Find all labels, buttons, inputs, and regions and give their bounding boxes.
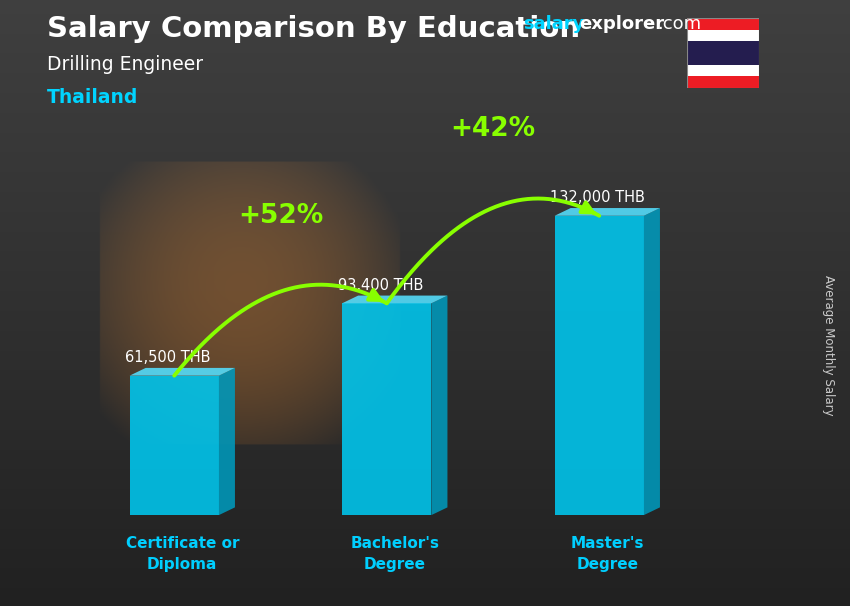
FancyBboxPatch shape xyxy=(129,376,218,515)
Text: 132,000 THB: 132,000 THB xyxy=(551,190,645,205)
Polygon shape xyxy=(342,296,447,304)
Polygon shape xyxy=(554,208,660,216)
Text: Salary Comparison By Education: Salary Comparison By Education xyxy=(47,15,580,43)
Text: salary: salary xyxy=(523,15,584,33)
Text: +52%: +52% xyxy=(238,204,323,230)
Text: Drilling Engineer: Drilling Engineer xyxy=(47,55,203,73)
Text: .com: .com xyxy=(657,15,701,33)
Text: +42%: +42% xyxy=(450,116,536,142)
Bar xyxy=(687,76,759,88)
FancyBboxPatch shape xyxy=(554,216,644,515)
Text: 61,500 THB: 61,500 THB xyxy=(126,350,211,365)
Polygon shape xyxy=(218,368,235,515)
Text: explorer: explorer xyxy=(580,15,665,33)
Text: Thailand: Thailand xyxy=(47,88,138,107)
Text: Master's
Degree: Master's Degree xyxy=(570,536,644,572)
Polygon shape xyxy=(129,368,235,376)
Text: Average Monthly Salary: Average Monthly Salary xyxy=(822,275,836,416)
Bar xyxy=(687,18,759,30)
Bar xyxy=(687,41,759,65)
Polygon shape xyxy=(644,208,660,515)
Polygon shape xyxy=(431,296,447,515)
Text: Bachelor's
Degree: Bachelor's Degree xyxy=(350,536,439,572)
Bar xyxy=(687,65,759,76)
Text: 93,400 THB: 93,400 THB xyxy=(337,278,423,293)
Bar xyxy=(687,30,759,41)
Text: Certificate or
Diploma: Certificate or Diploma xyxy=(126,536,239,572)
FancyBboxPatch shape xyxy=(342,304,431,515)
